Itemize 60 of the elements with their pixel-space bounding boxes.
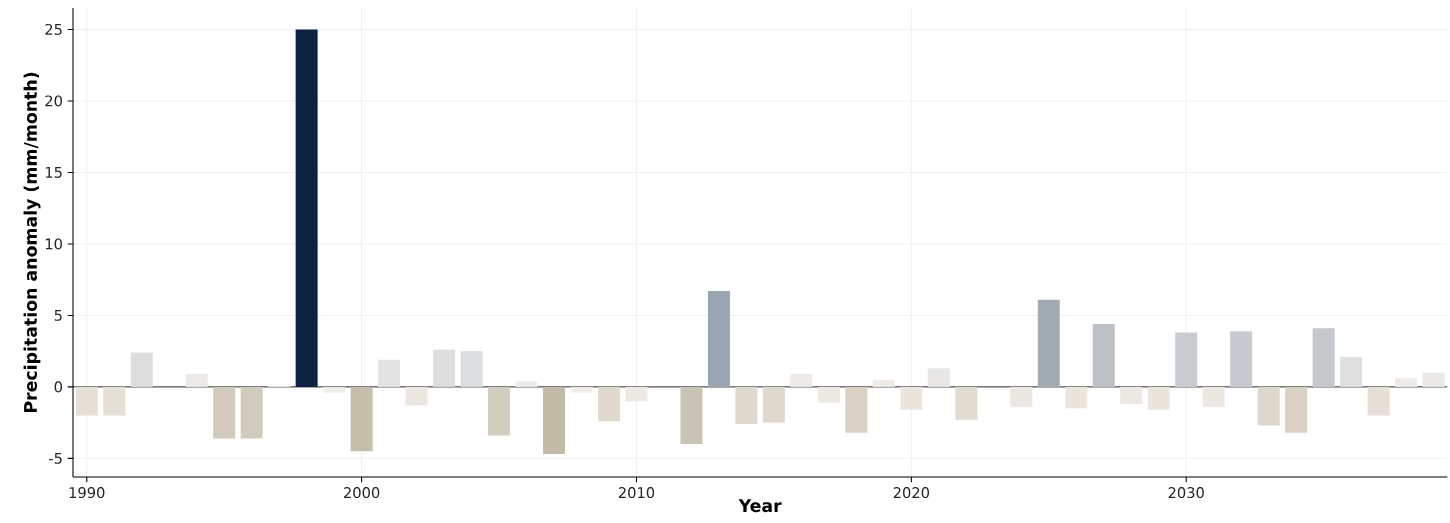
bar [1202,386,1225,407]
bar [680,386,703,445]
bar [240,386,263,439]
bar [598,386,620,422]
bar [1120,386,1143,405]
bar [350,386,373,452]
bar [570,386,593,393]
y-tick-label: 5 [54,309,62,321]
bar [707,291,730,387]
bar [872,379,895,387]
bar [433,349,456,387]
bar [1395,378,1418,387]
bar [103,386,126,416]
bar [1422,372,1445,387]
bar [1367,386,1390,416]
bar [295,29,318,387]
x-tick-label: 2000 [344,487,380,499]
bar [927,368,950,387]
x-axis-title: Year [738,499,782,513]
bar [1230,331,1253,387]
bar [1092,323,1115,387]
bar [1037,299,1060,387]
bar [185,374,208,387]
bar [762,386,785,423]
y-tick-label: -5 [49,452,62,464]
bar [790,374,813,387]
y-tick-label: 15 [45,166,62,178]
bar [1257,386,1280,426]
x-tick-label: 2010 [618,487,655,499]
y-tick-label: 0 [54,381,62,393]
bar [405,386,428,406]
bar [625,386,648,402]
bar [488,386,511,436]
x-tick-label: 2020 [893,487,930,499]
bar [1147,386,1170,410]
bar [75,386,98,416]
bar [845,386,868,433]
bar [543,386,566,455]
bar [1340,356,1363,387]
bar [955,386,978,420]
y-axis-title: Precipitation anomaly (mm/month) [23,72,41,413]
x-tick-label: 2030 [1168,487,1204,499]
bar [460,351,483,387]
y-tick-label: 10 [45,238,62,250]
bar [323,386,346,393]
bar [817,386,840,403]
x-tick-label: 1990 [69,487,105,499]
y-tick-label: 20 [45,95,62,107]
bar [1312,328,1335,387]
y-tick-label: 25 [45,23,62,35]
bar [1010,386,1033,407]
bar [213,386,236,439]
bar [130,352,153,387]
bar [515,381,538,387]
bar [735,386,758,425]
bar [378,359,401,387]
bar [1285,386,1308,433]
bar [1065,386,1088,409]
bar [900,386,923,410]
bar [1175,332,1198,387]
